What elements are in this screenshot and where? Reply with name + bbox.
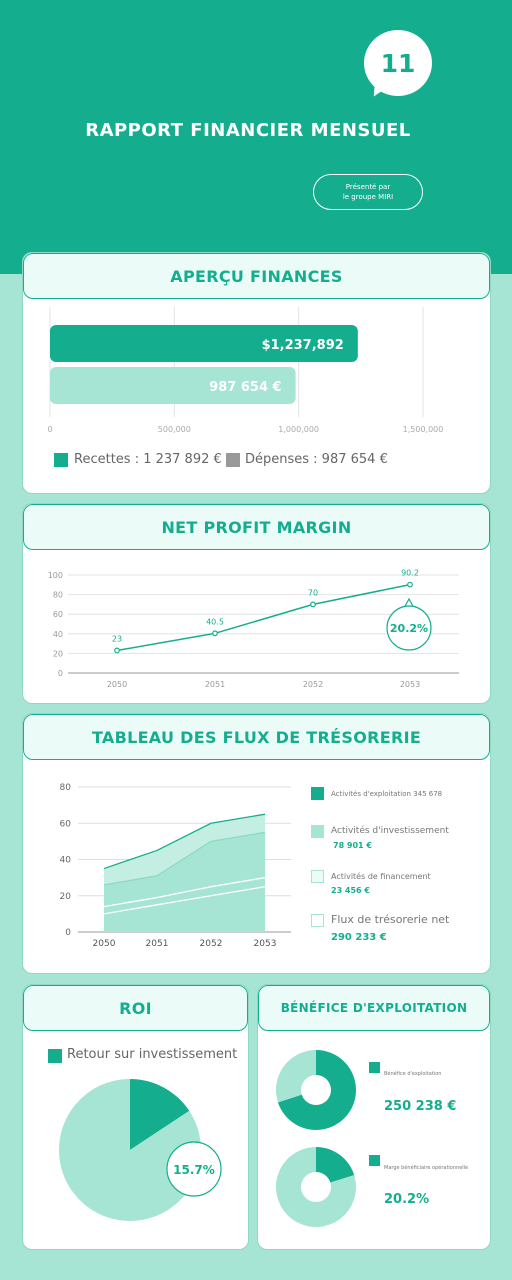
legend-net-label: Flux de trésorerie net xyxy=(331,913,450,926)
cashflow-card: TABLEAU DES FLUX DE TRÉSORERIE 0 20 40 60 80… xyxy=(22,713,491,974)
npm-series-line xyxy=(116,583,411,652)
npm-point xyxy=(114,647,120,654)
roi-pie-chart: 15.7% xyxy=(59,1079,222,1221)
legend-operating-swatch xyxy=(311,787,324,800)
npm-callout-text: 20.2% xyxy=(390,622,428,635)
y-tick-label: 60 xyxy=(60,819,72,829)
legend-expense-swatch xyxy=(226,453,240,467)
bar-expense xyxy=(50,367,296,404)
npm-data-label: 23 xyxy=(112,634,122,643)
legend-revenue-swatch xyxy=(54,453,68,467)
op-profit-value: 250 238 € xyxy=(384,1099,457,1114)
finances-heading: APERÇU FINANCES xyxy=(23,253,490,299)
presenter-pill: Présenté par le groupe MIRI xyxy=(313,174,423,210)
report-title: RAPPORT FINANCIER MENSUEL xyxy=(85,120,411,141)
roi-heading: ROI xyxy=(23,985,248,1031)
y-tick-label: 60 xyxy=(53,610,63,619)
operating-profit-donut xyxy=(276,1050,356,1130)
legend-investing-value: 78 901 € xyxy=(333,841,372,850)
area-series-line xyxy=(103,886,266,915)
x-tick-label: 2050 xyxy=(107,680,127,689)
cashflow-area-chart: 0 20 40 60 80 2050 2051 2052 2053 xyxy=(60,783,291,949)
operating-profit-donut-hole xyxy=(301,1075,331,1105)
y-tick-label: 100 xyxy=(48,571,63,580)
roi-callout-text: 15.7% xyxy=(173,1163,215,1177)
y-tick-label: 40 xyxy=(53,630,63,639)
op-margin-label: Marge bénéficiaire opérationnelle xyxy=(384,1165,469,1171)
x-tick-label: 2053 xyxy=(254,939,277,949)
x-tick-label: 2052 xyxy=(303,680,323,689)
npm-line-chart: 0 20 40 60 80 100 23 2050 40.5 2051 70 2052 90.2 2053… xyxy=(48,569,459,689)
bar-data-label: $1,237,892 xyxy=(262,338,344,353)
x-tick-label: 2050 xyxy=(93,939,116,949)
finances-bar-chart: 0 500,000 1,000,000 1,500,000 $1,237,892 987 … xyxy=(47,307,444,434)
bar-revenue xyxy=(50,325,358,362)
x-tick-label: 2051 xyxy=(205,680,225,689)
legend-financing-swatch xyxy=(311,870,324,883)
npm-data-label: 90.2 xyxy=(401,569,419,578)
roi-callout-circle xyxy=(166,1141,222,1197)
roi-pie-slice xyxy=(130,1079,190,1150)
x-tick-label: 1,000,000 xyxy=(278,425,319,434)
npm-heading: NET PROFIT MARGIN xyxy=(23,504,490,550)
y-tick-label: 0 xyxy=(58,669,63,678)
presenter-line2: le groupe MIRI xyxy=(342,193,394,201)
area-series-line xyxy=(103,876,266,908)
x-tick-label: 0 xyxy=(47,425,52,434)
legend-roi-swatch xyxy=(48,1049,62,1063)
y-tick-label: 80 xyxy=(60,783,72,793)
npm-data-label: 70 xyxy=(308,588,318,597)
legend-net-value: 290 233 € xyxy=(331,932,387,943)
legend-investing-swatch xyxy=(311,825,324,838)
legend-investing-label: Activités d'investissement xyxy=(331,826,449,836)
x-tick-label: 2053 xyxy=(400,680,420,689)
legend-financing-value: 23 456 € xyxy=(331,886,370,895)
x-tick-label: 500,000 xyxy=(158,425,191,434)
legend-revenue-label: Recettes : 1 237 892 € xyxy=(74,452,222,467)
legend-expense-label: Dépenses : 987 654 € xyxy=(245,452,388,467)
npm-data-label: 40.5 xyxy=(206,617,224,626)
legend-op-margin-swatch xyxy=(369,1155,380,1166)
area-series-line xyxy=(103,831,266,886)
x-tick-label: 1,500,000 xyxy=(403,425,444,434)
y-tick-label: 40 xyxy=(60,856,72,866)
legend-op-profit-swatch xyxy=(369,1062,380,1073)
finances-card: APERÇU FINANCES 0 500,000 1,000,000 1,500,0… xyxy=(22,252,491,494)
y-tick-label: 20 xyxy=(60,892,72,902)
roi-pie-slice xyxy=(59,1079,202,1221)
y-tick-label: 80 xyxy=(53,591,63,600)
operating-margin-donut xyxy=(276,1147,356,1227)
y-tick-label: 20 xyxy=(53,649,63,658)
operating-margin-donut-hole xyxy=(301,1172,331,1202)
npm-point xyxy=(212,630,218,637)
x-tick-label: 2052 xyxy=(200,939,223,949)
npm-point xyxy=(407,581,413,588)
benefice-heading: BÉNÉFICE D'EXPLOITATION xyxy=(258,985,490,1031)
roi-card: ROI Retour sur investissement 15.7% xyxy=(22,984,249,1250)
op-margin-value: 20.2% xyxy=(384,1192,430,1207)
page-number-badge: 11 xyxy=(364,30,432,96)
cashflow-heading: TABLEAU DES FLUX DE TRÉSORERIE xyxy=(23,714,490,760)
x-tick-label: 2051 xyxy=(146,939,169,949)
op-profit-label: Bénéfice d'exploitation xyxy=(384,1071,442,1077)
legend-roi-label: Retour sur investissement xyxy=(67,1047,238,1062)
npm-callout-circle xyxy=(386,605,432,651)
y-tick-label: 0 xyxy=(65,928,71,938)
benefice-card: BÉNÉFICE D'EXPLOITATION Bénéfice d'explo… xyxy=(257,984,491,1250)
area-series-line xyxy=(103,813,266,870)
legend-operating-label: Activités d'exploitation 345 678 xyxy=(331,790,443,798)
bar-data-label: 987 654 € xyxy=(209,380,281,395)
presenter-line1: Présenté par xyxy=(345,183,391,191)
npm-point xyxy=(310,601,316,608)
legend-financing-label: Activités de financement xyxy=(331,872,431,881)
npm-card: NET PROFIT MARGIN 0 20 40 60 80 100 23 2050 40.5… xyxy=(22,503,491,704)
legend-net-swatch xyxy=(311,914,324,927)
